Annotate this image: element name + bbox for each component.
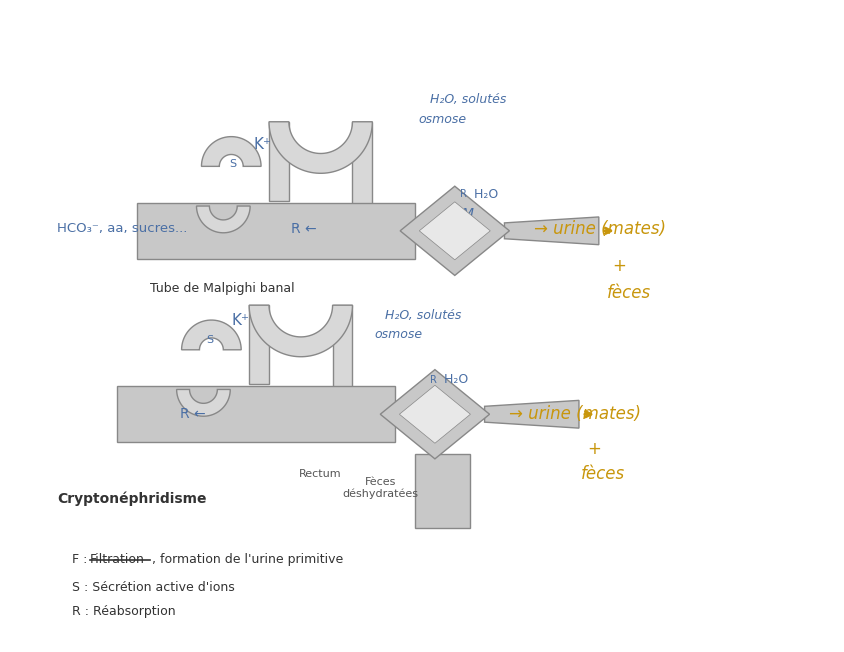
Text: +: +	[587, 440, 601, 458]
Text: osmose: osmose	[418, 113, 466, 126]
Text: Tube de Malpighi banal: Tube de Malpighi banal	[149, 282, 295, 295]
Text: M: M	[462, 207, 473, 221]
Polygon shape	[181, 320, 241, 349]
Text: H₂O: H₂O	[440, 373, 468, 386]
Polygon shape	[400, 186, 510, 275]
Polygon shape	[419, 202, 490, 259]
Text: R ←: R ←	[291, 222, 316, 236]
Text: Cryptonéphridisme: Cryptonéphridisme	[57, 491, 207, 506]
Text: → urine (mates): → urine (mates)	[510, 406, 641, 423]
Polygon shape	[484, 400, 579, 428]
Text: fèces: fèces	[607, 284, 651, 303]
FancyBboxPatch shape	[269, 122, 289, 201]
Text: Fèces
déshydratées: Fèces déshydratées	[343, 477, 419, 499]
Text: H₂O: H₂O	[469, 188, 498, 201]
Text: F :: F :	[73, 554, 92, 567]
FancyBboxPatch shape	[353, 122, 372, 223]
Polygon shape	[176, 389, 230, 416]
Polygon shape	[197, 206, 250, 233]
Text: HCO₃⁻, aa, sucres...: HCO₃⁻, aa, sucres...	[57, 222, 188, 235]
Polygon shape	[269, 122, 372, 173]
Text: R : Réabsorption: R : Réabsorption	[73, 605, 176, 618]
Text: R: R	[430, 374, 437, 385]
FancyBboxPatch shape	[117, 387, 395, 442]
Text: R ←: R ←	[180, 408, 205, 421]
FancyBboxPatch shape	[249, 305, 269, 385]
Text: +: +	[612, 256, 625, 274]
FancyBboxPatch shape	[137, 203, 415, 259]
Polygon shape	[381, 370, 490, 459]
Text: R: R	[460, 189, 467, 199]
Text: fèces: fèces	[581, 465, 625, 482]
Polygon shape	[399, 385, 470, 443]
Text: K⁺: K⁺	[253, 137, 271, 152]
Text: S : Sécrétion active d'ions: S : Sécrétion active d'ions	[73, 581, 235, 594]
Text: osmose: osmose	[375, 329, 423, 342]
Text: → urine (mates): → urine (mates)	[534, 220, 666, 238]
FancyBboxPatch shape	[333, 305, 353, 406]
Text: Filtration: Filtration	[90, 554, 145, 567]
FancyBboxPatch shape	[415, 454, 469, 528]
Text: , formation de l'urine primitive: , formation de l'urine primitive	[152, 554, 343, 567]
Polygon shape	[249, 305, 353, 357]
Text: H₂O, solutés: H₂O, solutés	[385, 308, 462, 321]
Text: Rectum: Rectum	[299, 469, 342, 479]
Text: H₂O, solutés: H₂O, solutés	[430, 93, 506, 106]
Text: S: S	[230, 159, 236, 170]
Text: M: M	[432, 393, 444, 406]
Polygon shape	[505, 217, 599, 244]
Text: S: S	[207, 335, 214, 345]
Polygon shape	[202, 137, 261, 166]
Text: K⁺: K⁺	[231, 312, 249, 327]
